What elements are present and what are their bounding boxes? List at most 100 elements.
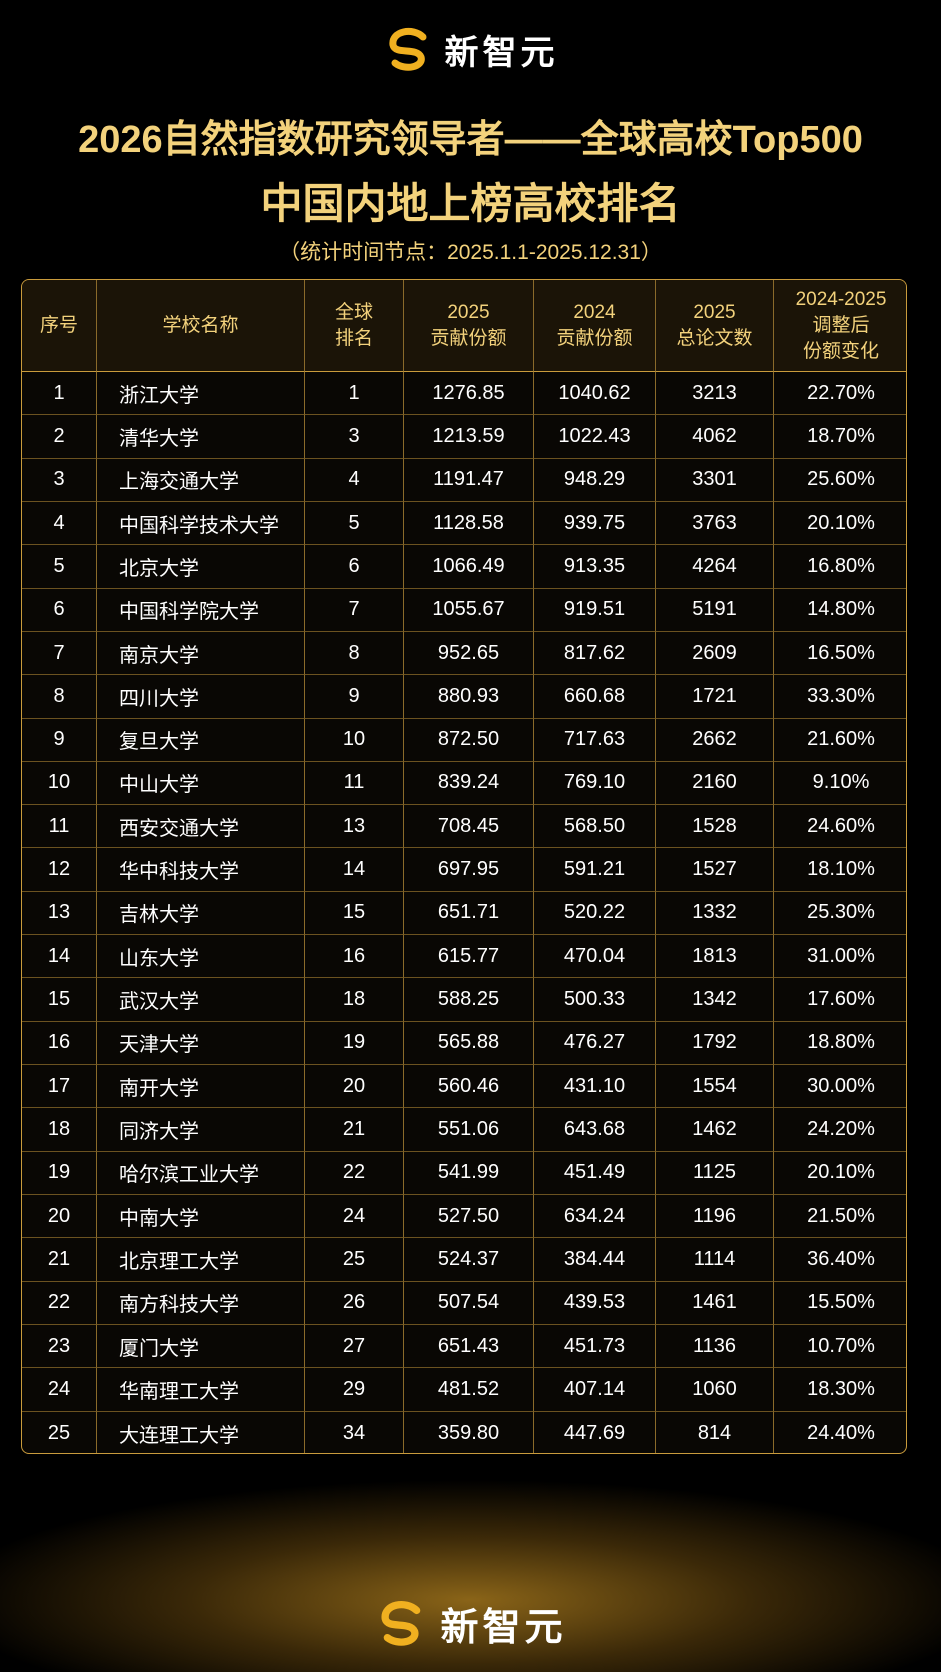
header-line: 2024: [573, 301, 616, 323]
table-cell: 660.68: [534, 675, 656, 719]
table-cell: 5: [305, 501, 404, 546]
table-cell: 507.54: [404, 1281, 534, 1325]
table-cell: 4264: [656, 545, 774, 589]
table-cell: 6: [305, 545, 404, 589]
table-cell: 1462: [656, 1108, 774, 1152]
header-line: 学校名称: [162, 314, 239, 336]
table-cell: 33.30%: [774, 675, 906, 719]
table-cell: 551.06: [404, 1108, 534, 1152]
table-cell: 中国科学院大学: [97, 588, 305, 632]
header-line: 排名: [334, 327, 373, 349]
table-cell: 4: [305, 458, 404, 502]
table-cell: 1066.49: [404, 545, 534, 589]
table-cell: 447.69: [534, 1411, 656, 1453]
table-cell: 4: [22, 501, 97, 546]
table-cell: 1721: [656, 675, 774, 719]
table-cell: 643.68: [534, 1108, 656, 1152]
table-cell: 16.50%: [774, 632, 906, 676]
table-cell: 1527: [656, 848, 774, 892]
logo-text: 新智元: [440, 1606, 567, 1649]
table-cell: 18.10%: [774, 848, 906, 892]
table-cell: 560.46: [404, 1065, 534, 1109]
table-cell: 470.04: [534, 935, 656, 979]
table-cell: 16: [22, 1021, 97, 1065]
table-cell: 839.24: [404, 761, 534, 806]
table-cell: 1792: [656, 1021, 774, 1065]
table-cell: 25: [305, 1238, 404, 1282]
table-cell: 2: [22, 415, 97, 459]
subtitle: （统计时间节点：2025.1.1-2025.12.31）: [279, 241, 662, 264]
table-cell: 13: [22, 891, 97, 936]
table-cell: 14: [305, 848, 404, 892]
table-cell: 919.51: [534, 588, 656, 632]
table-cell: 527.50: [404, 1194, 534, 1239]
table-cell: 697.95: [404, 848, 534, 892]
table-cell: 22.70%: [774, 372, 906, 416]
column-header: 2025 总论文数: [656, 280, 774, 372]
table-cell: 15: [22, 978, 97, 1022]
table-cell: 20: [305, 1065, 404, 1109]
table-cell: 1055.67: [404, 588, 534, 632]
header-line: 2024-2025: [795, 288, 887, 310]
table-cell: 21: [305, 1108, 404, 1152]
table-cell: 四川大学: [97, 675, 305, 719]
table-cell: 16.80%: [774, 545, 906, 589]
table-cell: 华中科技大学: [97, 848, 305, 892]
table-cell: 21: [22, 1238, 97, 1282]
table-cell: 1813: [656, 935, 774, 979]
header-line: 份额变化: [802, 340, 879, 362]
table-cell: 10: [305, 718, 404, 762]
table-cell: 19: [22, 1151, 97, 1195]
table-cell: 36.40%: [774, 1238, 906, 1282]
table-cell: 952.65: [404, 631, 534, 676]
table-cell: 7: [305, 588, 404, 632]
table-cell: 北京理工大学: [97, 1238, 305, 1282]
title-line: 2026自然指数研究领导者——全球高校Top500: [78, 119, 863, 161]
table-cell: 3301: [656, 458, 774, 502]
table-cell: 359.80: [404, 1411, 534, 1453]
table-cell: 西安交通大学: [97, 805, 305, 849]
table-cell: 南开大学: [97, 1065, 305, 1109]
table-cell: 1: [305, 372, 404, 416]
table-cell: 439.53: [534, 1281, 656, 1325]
table-cell: 708.45: [404, 805, 534, 849]
table-cell: 18.80%: [774, 1022, 906, 1065]
table-cell: 15.50%: [774, 1282, 906, 1325]
table-cell: 8: [22, 675, 97, 719]
table-cell: 2160: [656, 761, 774, 806]
column-header: 2024-2025 调整后份额变化: [774, 280, 906, 372]
table-cell: 524.37: [404, 1238, 534, 1282]
table-cell: 26: [305, 1281, 404, 1325]
table-cell: 18: [305, 978, 404, 1022]
table-cell: 北京大学: [97, 545, 305, 589]
table-cell: 大连理工大学: [97, 1411, 305, 1453]
table-cell: 591.21: [534, 848, 656, 892]
table-cell: 25.60%: [774, 459, 906, 502]
table-cell: 9: [305, 675, 404, 719]
table-cell: 3: [305, 415, 404, 459]
table-cell: 10: [22, 761, 97, 806]
table-cell: 复旦大学: [97, 718, 305, 762]
table-cell: 8: [305, 631, 404, 676]
table-cell: 6: [22, 588, 97, 632]
header-line: 调整后: [812, 314, 870, 336]
table-cell: 18: [22, 1108, 97, 1152]
table-cell: 18.30%: [774, 1368, 906, 1412]
table-cell: 25: [22, 1411, 97, 1453]
table-cell: 1554: [656, 1065, 774, 1109]
table-cell: 9.10%: [774, 762, 906, 806]
table-cell: 2662: [656, 718, 774, 762]
table-cell: 476.27: [534, 1021, 656, 1065]
table-cell: 20.10%: [774, 1152, 906, 1195]
table-cell: 24.40%: [807, 1421, 875, 1444]
table-cell: 上海交通大学: [97, 458, 305, 502]
table-cell: 717.63: [534, 718, 656, 762]
table-cell: 872.50: [404, 718, 534, 762]
table-cell: 1114: [656, 1238, 774, 1282]
table-cell: 481.52: [404, 1368, 534, 1412]
table-cell: 南方科技大学: [97, 1281, 305, 1325]
table-cell: 24.60%: [774, 805, 906, 849]
table-cell: 17: [22, 1065, 97, 1109]
table-cell: 7: [22, 631, 97, 676]
